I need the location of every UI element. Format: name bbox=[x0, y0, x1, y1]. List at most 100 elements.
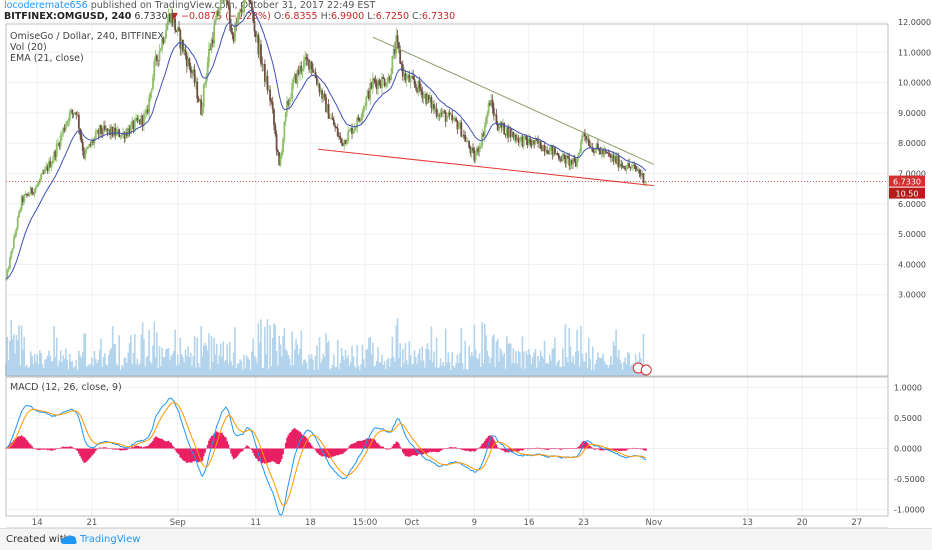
volume-legend[interactable]: Vol (20) bbox=[10, 42, 47, 53]
macd-hist-bar bbox=[245, 445, 248, 449]
macd-hist-bar bbox=[477, 448, 480, 449]
macd-hist-bar bbox=[424, 448, 426, 454]
footer-brand-link[interactable]: TradingView bbox=[80, 534, 141, 545]
price-tick-label: 10.0000 bbox=[898, 79, 931, 88]
candle-body bbox=[116, 129, 119, 131]
candle-body bbox=[485, 117, 487, 126]
macd-hist-bar bbox=[126, 448, 128, 450]
volume-bar bbox=[407, 364, 409, 376]
candle-body bbox=[234, 23, 236, 42]
candle-body bbox=[339, 136, 342, 139]
volume-bar bbox=[379, 362, 382, 376]
macd-hist-bar bbox=[412, 448, 414, 456]
macd-hist-bar bbox=[552, 448, 555, 449]
candle-body bbox=[6, 270, 9, 279]
candle-body bbox=[329, 118, 331, 120]
candle-body bbox=[352, 130, 355, 134]
macd-legend[interactable]: MACD (12, 26, close, 9) bbox=[10, 382, 122, 393]
macd-hist-bar bbox=[343, 448, 346, 453]
candle-body bbox=[582, 132, 585, 136]
x-tick-label: 21 bbox=[86, 518, 97, 528]
macd-hist-bar bbox=[409, 448, 412, 457]
macd-hist-bar bbox=[399, 446, 401, 449]
macd-hist-bar bbox=[133, 446, 136, 449]
macd-hist-bar bbox=[221, 432, 223, 449]
volume-bar bbox=[127, 352, 130, 376]
macd-hist-bar bbox=[266, 448, 269, 464]
candle-body bbox=[172, 18, 175, 25]
volume-bar bbox=[576, 330, 578, 376]
macd-hist-bar bbox=[308, 442, 310, 449]
macd-hist-bar bbox=[459, 448, 461, 449]
macd-hist-bar bbox=[85, 448, 88, 462]
events-flag[interactable] bbox=[632, 362, 652, 376]
trendlines[interactable] bbox=[318, 36, 655, 187]
macd-hist-bar bbox=[75, 448, 78, 451]
macd-hist-bar bbox=[556, 448, 559, 449]
candle-body bbox=[310, 61, 313, 70]
volume-bar bbox=[171, 354, 174, 376]
volume-bar bbox=[612, 341, 615, 376]
candle-body bbox=[275, 133, 278, 151]
volume-bar bbox=[336, 339, 339, 376]
candle-body bbox=[148, 97, 150, 113]
volume-bar bbox=[516, 364, 519, 376]
candle-body bbox=[236, 19, 239, 25]
candle-body bbox=[176, 27, 179, 32]
candle-body bbox=[58, 143, 61, 147]
author-link[interactable]: locoderemate656 bbox=[4, 0, 88, 11]
candle-body bbox=[274, 124, 277, 134]
footer-created-text: Created with bbox=[6, 534, 70, 545]
volume-bar bbox=[584, 361, 586, 376]
candle-body bbox=[85, 148, 88, 150]
macd-hist-bar bbox=[326, 448, 329, 457]
trendline-upper[interactable] bbox=[372, 36, 655, 165]
volume-bar bbox=[145, 357, 148, 376]
volume-bar bbox=[132, 352, 135, 376]
macd-hist-bar bbox=[563, 448, 565, 449]
volume-bar bbox=[135, 364, 137, 376]
macd-hist-bar bbox=[435, 448, 438, 453]
macd-hist-bar bbox=[287, 435, 290, 449]
macd-hist-bar bbox=[407, 448, 409, 457]
price-grid bbox=[6, 21, 888, 296]
candle-body bbox=[24, 193, 27, 196]
macd-hist-bar bbox=[278, 448, 280, 465]
volume-bar bbox=[152, 345, 154, 376]
candle-body bbox=[280, 151, 283, 157]
trendline-lower[interactable] bbox=[318, 148, 654, 187]
volume-bar bbox=[70, 361, 72, 376]
ema-legend[interactable]: EMA (21, close) bbox=[10, 53, 84, 64]
volume-bar bbox=[293, 349, 296, 376]
volume-bar bbox=[546, 362, 548, 376]
volume-bar bbox=[591, 346, 594, 376]
macd-hist-bar bbox=[88, 448, 91, 459]
volume-bar bbox=[200, 326, 202, 376]
volume-bar bbox=[175, 365, 178, 376]
candle-body bbox=[318, 84, 321, 93]
macd-hist-bar bbox=[572, 448, 574, 449]
macd-hist-bar bbox=[624, 448, 627, 451]
macd-hist-bar bbox=[317, 448, 320, 454]
candle-body bbox=[628, 163, 631, 167]
volume-bar bbox=[326, 343, 329, 376]
candle-body bbox=[152, 76, 154, 90]
candle-body bbox=[572, 158, 575, 165]
events-flag-icon[interactable] bbox=[640, 364, 652, 376]
macd-hist-bar bbox=[513, 448, 516, 452]
candle-body bbox=[175, 30, 178, 32]
macd-line bbox=[5, 397, 647, 516]
candle-body bbox=[498, 128, 500, 131]
volume-bar bbox=[499, 348, 502, 376]
price-chart[interactable]: 14.000013.000012.000011.000010.00009.000… bbox=[0, 0, 932, 528]
candle-body bbox=[585, 136, 588, 140]
volume-bar bbox=[493, 334, 495, 376]
volume-bar bbox=[386, 359, 388, 376]
cloud-logo-icon bbox=[60, 535, 77, 544]
candle-body bbox=[42, 172, 45, 174]
candle-body bbox=[368, 90, 370, 99]
macd-hist-bar bbox=[602, 448, 604, 451]
volume-bar bbox=[348, 365, 351, 376]
macd-hist-bar bbox=[180, 448, 183, 459]
